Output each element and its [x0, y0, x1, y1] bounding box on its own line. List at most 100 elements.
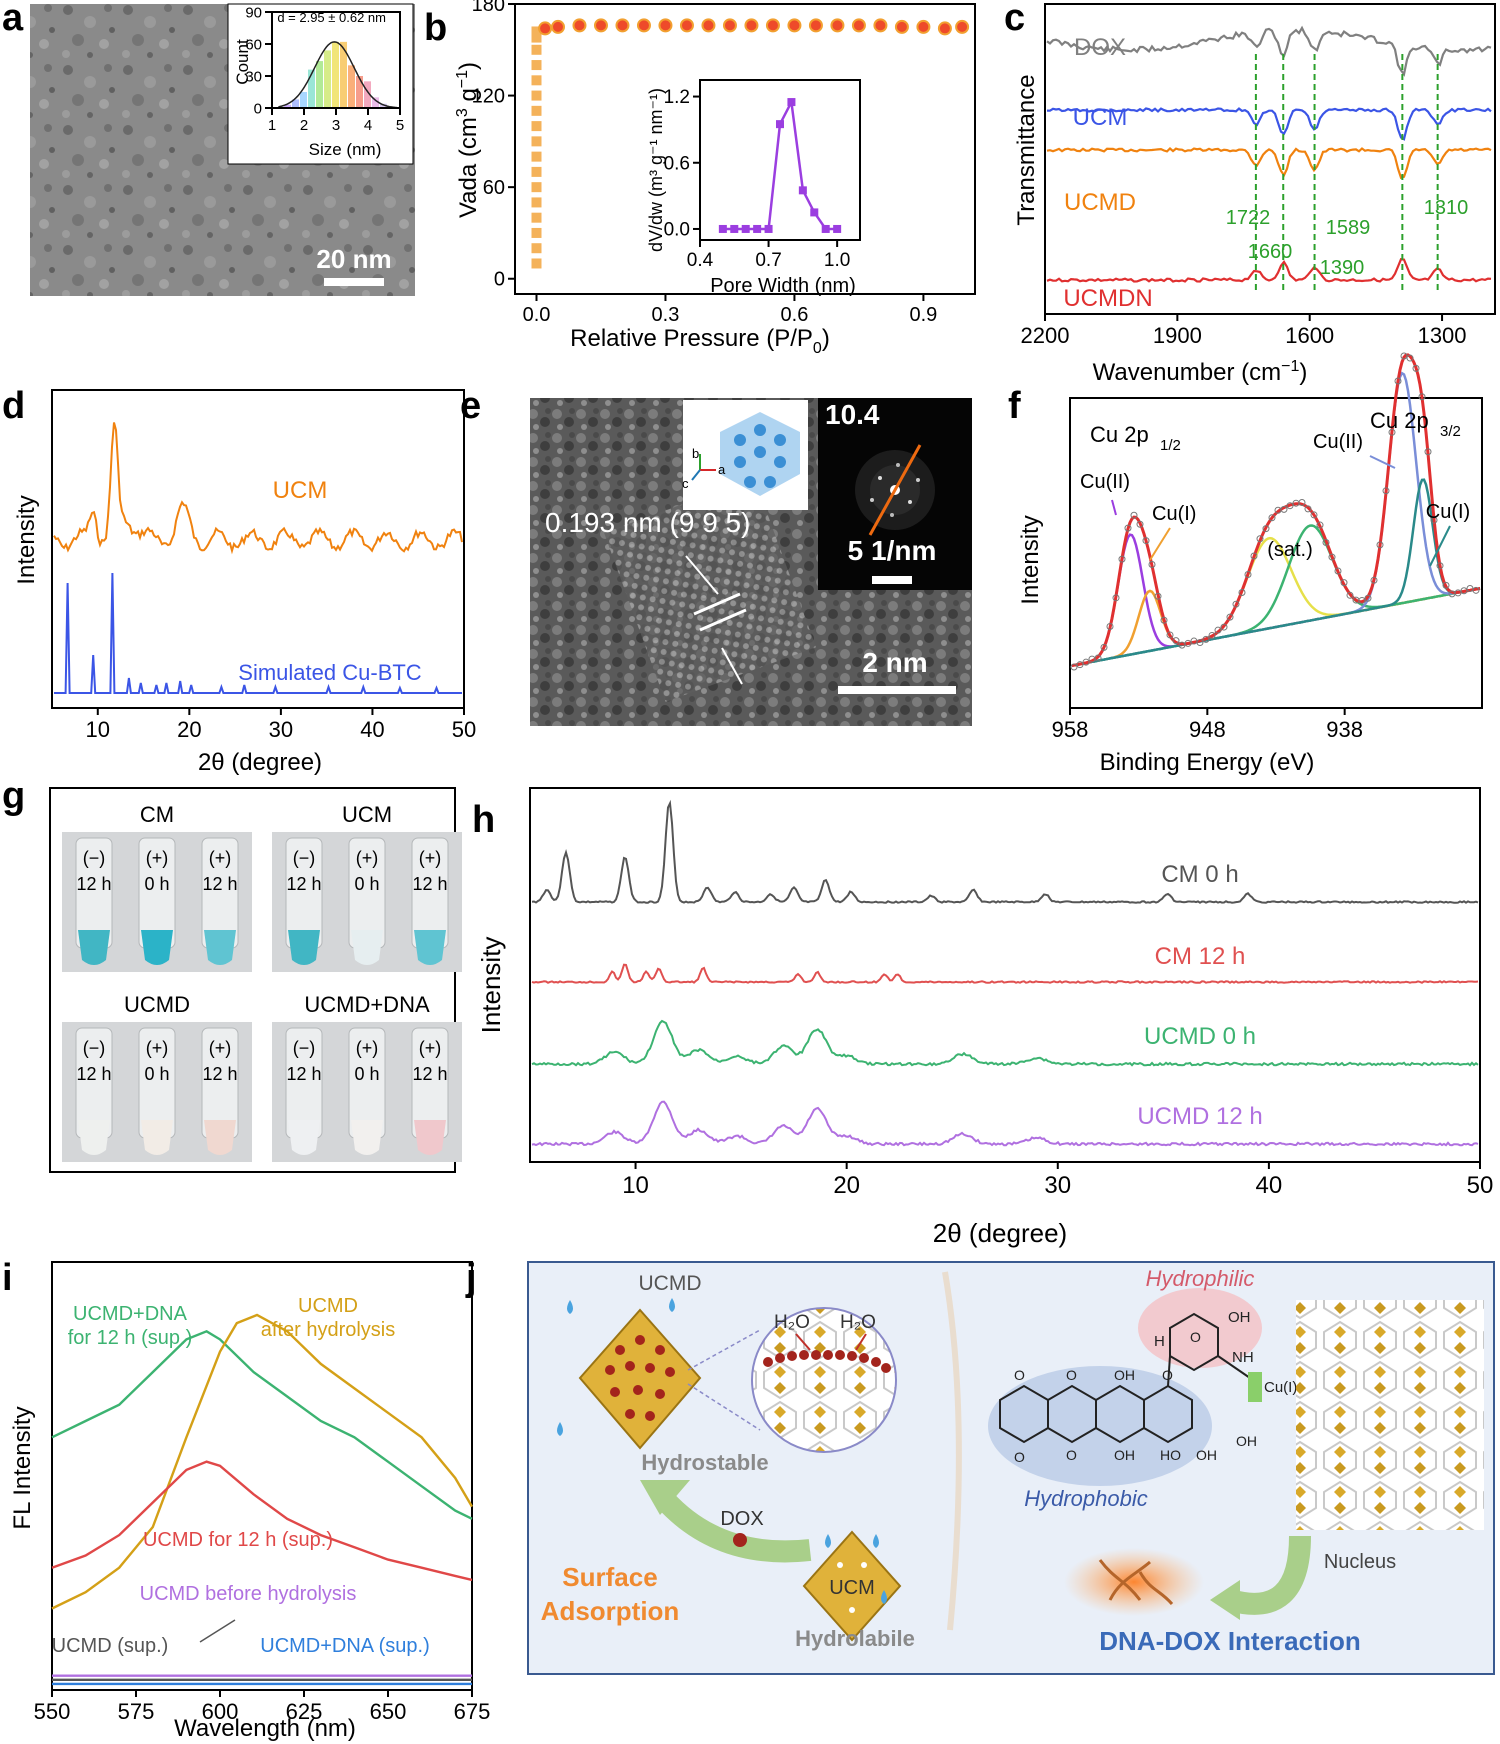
series-label: UCMD+DNA (sup.)	[260, 1635, 429, 1657]
size-annotation: d = 2.95 ± 0.62 nm	[277, 10, 386, 25]
vial: (+) 12 h	[201, 1027, 239, 1155]
panel-c: c DOX UCM UCMD UCMDN 1722 1660 1589 1390 1310 220…	[1004, 0, 1496, 386]
vial-group-title: UCMD	[124, 992, 190, 1017]
vial-sign: (+)	[146, 1038, 169, 1058]
peak-label: Cu 2p	[1090, 422, 1149, 447]
x-tick-label: 10	[86, 717, 110, 742]
panel-e: e b a c 10.4 5 1/nm	[460, 385, 972, 726]
histogram-bar	[380, 103, 387, 108]
dna-dox-label: DNA-DOX Interaction	[1099, 1626, 1360, 1656]
vial: (+) 12 h	[411, 837, 449, 965]
series-label: UCMD before hydrolysis	[140, 1583, 357, 1605]
xps-data-point	[1280, 505, 1288, 513]
water-drop-icon	[567, 1300, 573, 1314]
arrow-icon	[1149, 527, 1171, 561]
vial: (−) 12 h	[75, 837, 113, 965]
x-tick-label: 3	[332, 117, 340, 134]
vial-liquid	[141, 1120, 173, 1155]
dna-glow	[1064, 1548, 1204, 1616]
desorption-point	[916, 19, 931, 34]
svg-text:a: a	[718, 462, 726, 477]
mol-label: O	[1066, 1447, 1077, 1463]
axis-triad-icon: b a c	[682, 446, 726, 491]
water-drop-icon	[825, 1534, 831, 1548]
vial-time: 12 h	[412, 1064, 447, 1084]
xps-data-point	[1100, 643, 1108, 651]
adsorption-point	[531, 26, 542, 37]
scale-bar-e	[838, 686, 956, 694]
xps-data-point	[1406, 354, 1414, 362]
xps-data-point	[1196, 639, 1204, 647]
water-drop-icon	[669, 1298, 675, 1312]
panel-letter-c: c	[1004, 0, 1025, 39]
inset-frame	[699, 79, 861, 241]
ucmd-0h-pattern	[531, 1019, 1479, 1067]
h2o-label-1: H₂O	[774, 1312, 810, 1333]
pore-point	[741, 224, 750, 233]
plot-frame	[1044, 3, 1496, 315]
inset-ylabel: Count	[233, 39, 252, 85]
hydrophobic-region	[988, 1366, 1212, 1486]
xps-data-point	[1250, 552, 1258, 560]
desorption-point	[787, 18, 802, 33]
panel-j: j UCMD H₂O H₂O Hydrostable DOX Su	[465, 1257, 1495, 1675]
desorption-point	[722, 18, 737, 33]
series-name: CM 12 h	[1155, 943, 1246, 970]
fft-label: 10.4	[825, 399, 880, 430]
xps-plot: Cu 2p 1/2 Cu 2p 3/2 Cu(II) Cu(I) (sat.) Cu(II) C…	[1052, 352, 1483, 742]
ucm-crystal	[802, 1530, 902, 1642]
xps-data-point	[1124, 524, 1132, 532]
panel-letter-e: e	[460, 385, 481, 427]
xps-data-point	[1466, 584, 1474, 592]
vial-sign: (−)	[83, 848, 106, 868]
desorption-point	[937, 21, 952, 36]
ftir-series-ucmdn	[1046, 257, 1492, 283]
desorption-point	[550, 19, 565, 34]
b-inset-xlabel: Pore Width (nm)	[710, 275, 856, 297]
x-tick-label: 10	[622, 1172, 649, 1199]
x-tick-label: 0.4	[687, 250, 714, 271]
scale-bar-label-e: 2 nm	[862, 647, 927, 678]
peak-label: Cu(I)	[1426, 501, 1470, 523]
mol-label: OH	[1196, 1447, 1217, 1463]
crystal-structure-icon	[720, 412, 800, 496]
vial: (+) 0 h	[138, 1027, 176, 1155]
fl-series	[51, 1329, 473, 1520]
hydrophobic-label: Hydrophobic	[1024, 1486, 1148, 1511]
vial-sign: (−)	[293, 1038, 316, 1058]
x-tick-label: 20	[833, 1172, 860, 1199]
y-tick-label: 90	[245, 4, 262, 21]
mol-label: HO	[1160, 1447, 1181, 1463]
pore-point	[718, 224, 727, 233]
x-tick-label: 948	[1189, 717, 1226, 742]
ftir-plot: DOX UCM UCMD UCMDN 1722 1660 1589 1390 1310 2200 1…	[1021, 3, 1496, 348]
series-label: UCMD (sup.)	[52, 1635, 169, 1657]
xps-data-point	[1286, 502, 1294, 510]
series-name: UCM	[273, 477, 328, 504]
pore-size-inset: 0.4 0.7 1.0 0.0 0.6 1.2	[664, 79, 861, 271]
vial-time: 0 h	[144, 1064, 169, 1084]
peak-label: Cu(II)	[1313, 431, 1363, 453]
xps-data-point	[1340, 579, 1348, 587]
desorption-point	[744, 18, 759, 33]
adsorption-point	[531, 197, 542, 208]
water-drop-icon	[881, 1590, 887, 1604]
arrow-icon	[795, 1333, 811, 1351]
series-label: after hydrolysis	[261, 1319, 396, 1341]
histogram-bar	[308, 69, 315, 108]
desorption-point	[894, 19, 909, 34]
mol-label: O	[1014, 1367, 1025, 1383]
cu-i-label: Cu(I)	[1264, 1379, 1297, 1396]
gaussian-fit	[278, 41, 397, 109]
dox-label: DOX	[720, 1508, 763, 1530]
histogram-bar	[356, 76, 363, 108]
xps-data-point	[1334, 567, 1342, 575]
xps-data-point	[1436, 562, 1444, 570]
adsorption-point	[531, 136, 542, 147]
x-tick-label: 40	[360, 717, 384, 742]
lattice-spacing-label: 0.193 nm (9 9 5)	[545, 507, 750, 538]
xps-data-point	[1370, 576, 1378, 584]
pore-point	[730, 224, 739, 233]
